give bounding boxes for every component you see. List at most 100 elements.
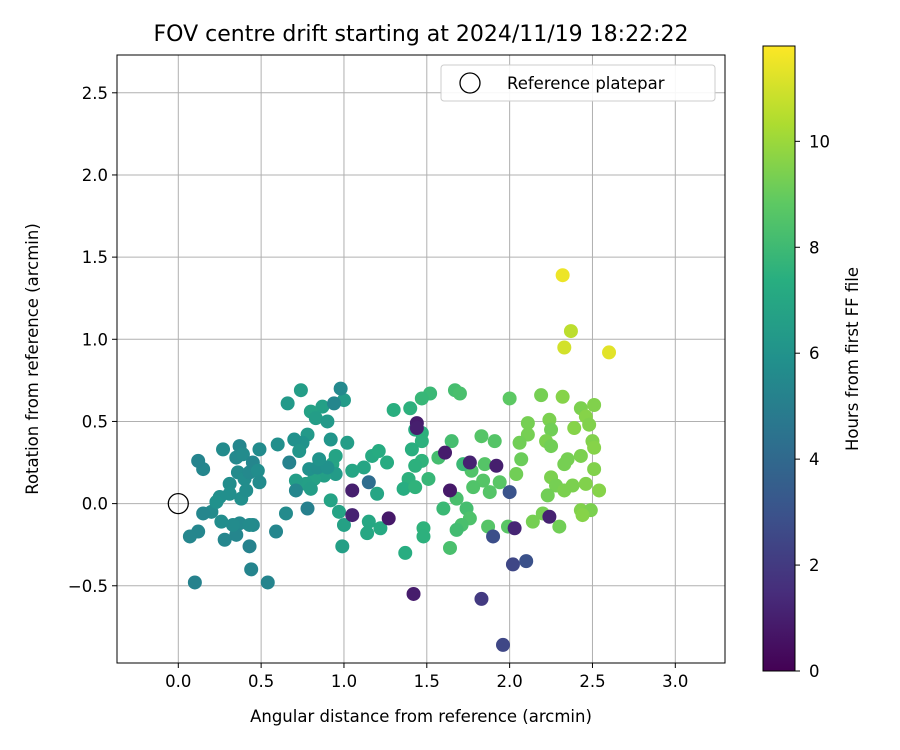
data-point: [239, 483, 254, 498]
data-point: [409, 421, 424, 436]
legend-box: [440, 64, 716, 102]
legend-label: Reference platepar: [507, 74, 665, 93]
y-tick-label: −0.5: [68, 577, 108, 596]
x-tick-label: 1.5: [414, 672, 440, 691]
legend: Reference platepar: [440, 64, 716, 102]
data-point: [502, 485, 517, 500]
data-point: [328, 448, 343, 463]
data-point: [303, 481, 318, 496]
data-point: [315, 399, 330, 414]
data-point: [502, 391, 517, 406]
plot-border: [116, 54, 726, 664]
data-point: [398, 545, 413, 560]
data-point: [544, 422, 559, 437]
data-point: [252, 442, 267, 457]
data-point: [360, 526, 375, 541]
data-point: [244, 562, 259, 577]
data-point: [260, 575, 275, 590]
data-point: [288, 483, 303, 498]
data-point: [340, 435, 355, 450]
data-point: [507, 521, 522, 536]
plot-area: 0.0 0.5 1.0 1.5 2.0 2.5 3.0 −0.5 0.0 0.5 1.0 1.5 2.…: [68, 54, 726, 691]
data-point: [578, 476, 593, 491]
data-point: [182, 529, 197, 544]
x-tick-label: 2.0: [497, 672, 523, 691]
y-tick-label: 0.0: [82, 495, 108, 514]
data-point: [452, 386, 467, 401]
data-point: [555, 268, 570, 283]
data-point: [509, 467, 524, 482]
x-tick-label: 1.0: [331, 672, 357, 691]
data-point: [373, 521, 388, 536]
data-point: [505, 557, 520, 572]
data-point: [436, 501, 451, 516]
data-point: [361, 475, 376, 490]
data-point: [442, 483, 457, 498]
data-point: [414, 434, 429, 449]
data-point: [587, 462, 602, 477]
colorbar-ticks: 0 2 4 6 8 10: [795, 132, 830, 681]
data-point: [288, 473, 303, 488]
data-point: [444, 434, 459, 449]
colorbar-tick-label: 2: [809, 556, 820, 575]
data-point: [438, 445, 453, 460]
data-point: [222, 476, 237, 491]
data-point: [563, 324, 578, 339]
data-point: [282, 455, 297, 470]
data-point: [482, 485, 497, 500]
data-point: [308, 411, 323, 426]
data-point: [552, 519, 567, 534]
data-point: [474, 429, 489, 444]
data-point: [542, 509, 557, 524]
y-tick-label: 1.5: [82, 248, 108, 267]
data-point: [361, 514, 376, 529]
data-point: [252, 475, 267, 490]
y-tick-label: 0.5: [82, 412, 108, 431]
data-point: [214, 514, 229, 529]
data-point: [602, 345, 617, 360]
data-point: [555, 389, 570, 404]
data-point: [280, 396, 295, 411]
data-point: [540, 488, 555, 503]
y-tick-label: 2.5: [82, 84, 108, 103]
data-point: [396, 481, 411, 496]
x-tick-label: 2.5: [579, 672, 605, 691]
data-point: [345, 508, 360, 523]
data-point: [278, 506, 293, 521]
x-tick-label: 0.5: [248, 672, 274, 691]
data-point: [345, 463, 360, 478]
data-point: [582, 417, 597, 432]
data-point: [462, 455, 477, 470]
data-point: [575, 508, 590, 523]
data-point: [512, 435, 527, 450]
y-tick-label: 2.0: [82, 166, 108, 185]
data-point: [587, 398, 602, 413]
data-point: [489, 458, 504, 473]
data-point: [421, 471, 436, 486]
data-point: [406, 586, 421, 601]
data-point: [209, 494, 224, 509]
data-point: [404, 442, 419, 457]
data-point: [557, 457, 572, 472]
data-point: [514, 452, 529, 467]
data-point: [356, 460, 371, 475]
data-point: [442, 540, 457, 555]
y-axis-label: Rotation from reference (arcmin): [23, 223, 42, 495]
data-point: [323, 432, 338, 447]
data-point: [492, 475, 507, 490]
data-point: [486, 529, 501, 544]
data-point: [270, 437, 285, 452]
data-point: [216, 442, 231, 457]
chart-title: FOV centre drift starting at 2024/11/19 …: [154, 22, 689, 47]
data-point: [336, 517, 351, 532]
data-point: [557, 340, 572, 355]
colorbar-tick-label: 10: [809, 132, 830, 151]
data-point: [225, 517, 240, 532]
colorbar-tick-label: 4: [809, 450, 820, 469]
data-point: [519, 554, 534, 569]
data-point: [293, 383, 308, 398]
data-point: [525, 514, 540, 529]
y-axis-ticks: −0.5 0.0 0.5 1.0 1.5 2.0 2.5: [68, 84, 117, 596]
data-point: [323, 493, 338, 508]
